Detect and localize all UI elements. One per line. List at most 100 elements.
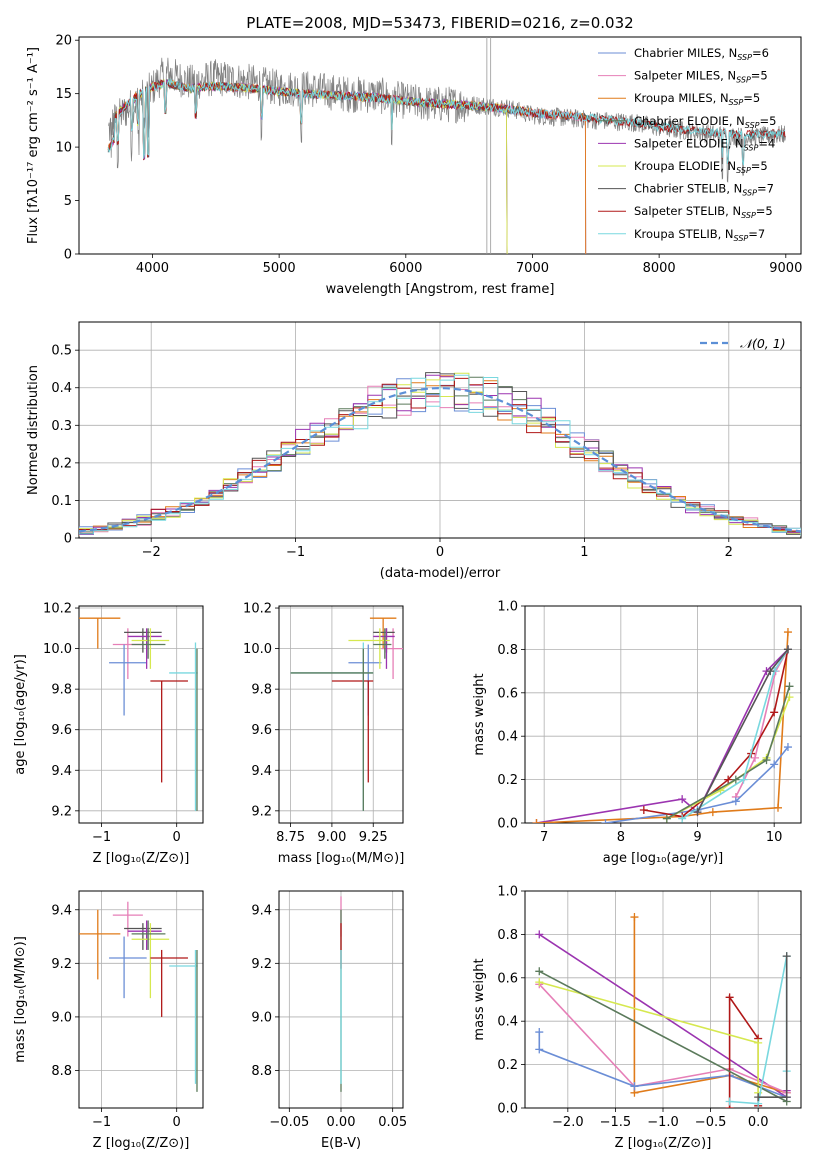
y-tick-label: 9.8 [251,683,272,698]
y-tick-label: 9.0 [51,1010,72,1025]
kroupa_elodie-errorbar [131,923,170,999]
salpeter_stelib-series-line [643,649,789,818]
chabrier_miles-marker [630,1082,639,1091]
salpeter_elodie-errorbar [127,920,162,950]
mass_vs_Z-frame [78,890,204,1109]
y-tick-label: 0.2 [51,456,72,471]
chabrier_elodie-series-line [666,686,791,820]
y-tick-label: 0 [64,248,72,263]
x-axis-label: mass [log₁₀(M/M⊙)] [278,851,405,866]
x-tick-label: 2 [725,545,733,560]
kroupa_stelib-marker [739,775,748,784]
x-tick-label: −1 [286,545,305,560]
kroupa_stelib-series-line [681,648,789,820]
spectrum-legend: Chabrier MILES, NSSP=6 Salpeter MILES, NS… [598,46,776,243]
y-axis-label: age [log₁₀(age/yr)] [13,654,28,775]
salpeter_elodie-errorbar [127,628,162,669]
chabrier_miles-errorbar [109,936,147,999]
y-tick-label: 9.2 [51,957,72,972]
page-title: PLATE=2008, MJD=53473, FIBERID=0216, z=0… [246,14,633,32]
residual_hist-axes: −2 −1 0 1 2 0 0.1 0.2 0.3 0.4 0.5 (data-model)/erro… [26,321,802,581]
y-tick-label: 10.2 [243,602,272,617]
y-tick-label: 9.4 [251,903,272,918]
y-tick-label: 1.0 [497,885,518,900]
age_vs_mass-points [290,617,403,811]
y-tick-label: 0.2 [497,1058,518,1073]
y-tick-label: 0.4 [497,730,518,745]
x-axis-label: Z [log₁₀(Z/Z⊙)] [93,851,190,866]
y-tick-label: 9.0 [251,1010,272,1025]
kroupa_elodie-marker [754,1038,763,1047]
legend-label: Salpeter MILES, NSSP=5 [634,69,768,85]
salpeter_stelib-marker [770,708,779,717]
y-tick-label: 10.0 [43,642,72,657]
x-tick-label: 9000 [769,261,802,276]
legend-label: Salpeter ELODIE, NSSP=4 [634,136,775,152]
x-axis-label: Z [log₁₀(Z/Z⊙)] [615,1136,712,1151]
x-tick-label: 0.0 [748,1115,769,1130]
kroupa_stelib-errorbar [169,949,198,1084]
y-tick-label: 0.5 [51,344,72,359]
y-axis-label: mass weight [472,958,487,1040]
chabrier_elodie-errorbar [131,628,166,659]
chabrier_elodie-marker [785,682,794,691]
kroupa_stelib-hist-line [79,374,801,536]
kroupa_miles-errorbar [369,617,397,649]
x-tick-label: 6000 [389,261,422,276]
kroupa_miles-marker [774,803,782,812]
y-tick-label: 0.6 [497,971,518,986]
legend-label: 𝒩(0, 1) [740,336,786,351]
chabrier_elodie-errorbar [290,648,374,811]
chabrier_stelib-marker [754,1093,763,1102]
chabrier_elodie-marker [535,967,544,976]
mass_vs_ebv-axes: −0.05 0.00 0.05 8.8 9.0 9.2 9.4 E(B-V) [251,890,407,1151]
salpeter_stelib-marker [724,775,733,784]
salpeter_elodie-errorbar [373,628,395,669]
kroupa_stelib-marker [678,814,687,823]
legend-label: Kroupa ELODIE, NSSP=5 [634,159,768,175]
x-axis-label: Z [log₁₀(Z/Z⊙)] [93,1136,190,1151]
y-tick-label: 0.8 [497,928,518,943]
y-tick-label: 8.8 [51,1064,72,1079]
spectrum-lines [107,37,786,254]
x-tick-label: −2 [142,545,161,560]
chabrier_miles-marker [783,743,792,752]
x-tick-label: 9.00 [317,830,346,845]
kroupa_elodie-series-line [666,696,791,820]
y-tick-label: 0.4 [51,381,72,396]
x-axis-label: E(B-V) [321,1136,361,1151]
kroupa_miles-series-line [536,631,789,823]
y-tick-label: 9.8 [51,683,72,698]
normal-curve [79,386,801,533]
legend-label: Chabrier MILES, NSSP=6 [634,46,769,62]
weight_vs_age-frame [524,605,802,824]
x-tick-label: 7 [540,830,548,845]
y-tick-label: 1.0 [497,600,518,615]
salpeter_stelib-marker [639,805,648,814]
y-axis-label: Flux [fλ10⁻¹⁷ erg cm⁻² s⁻¹ A⁻¹] [26,47,41,244]
y-tick-label: 15 [55,87,72,102]
chabrier_stelib-marker [766,667,775,676]
x-tick-label: 0 [173,830,181,845]
y-tick-label: 9.4 [251,764,272,779]
chabrier_elodie-errorbar [373,628,392,659]
x-tick-label: 4000 [136,261,169,276]
kroupa_miles-errorbar [79,909,121,980]
x-tick-label: 0 [436,545,444,560]
x-axis-label: wavelength [Angstrom, rest frame] [326,282,555,297]
kroupa_elodie-errorbar [348,628,390,669]
weight_vs_age-series [532,628,794,823]
kroupa_stelib-model-line [107,78,786,166]
y-axis-label: Normed distribution [26,365,41,495]
age_vs_Z-axes: −1 0 9.2 9.4 9.6 9.8 10.0 10.2 Z [log₁₀(Z/Z⊙)] ag… [13,602,204,866]
x-tick-label: −0.5 [695,1115,727,1130]
x-tick-label: −2.0 [552,1115,584,1130]
salpeter_elodie-marker [678,795,687,804]
x-tick-label: 0.05 [378,1115,407,1130]
kroupa_miles-marker [630,913,639,922]
y-axis-label: mass [log₁₀(M/M⊙)] [13,936,28,1063]
chabrier_elodie-marker [662,814,671,823]
chabrier_miles-errorbar [109,644,147,716]
y-tick-label: 0.3 [51,419,72,434]
